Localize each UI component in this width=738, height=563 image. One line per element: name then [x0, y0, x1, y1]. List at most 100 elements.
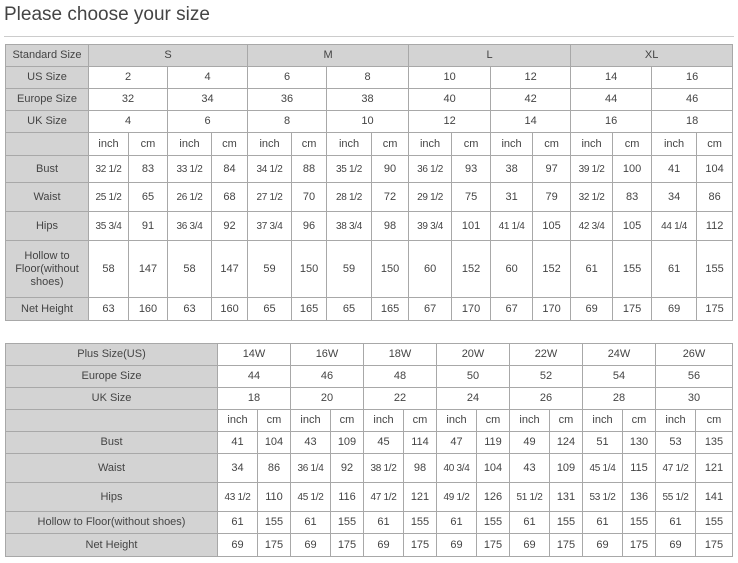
- measurement-cell: 36 1/2: [408, 155, 453, 183]
- unit-row: inch cm inch cm inch cm inch cm inch cm inch cm inch…: [5, 409, 733, 432]
- measurement-cell: 86: [257, 453, 291, 483]
- size-cell: 18: [217, 387, 291, 410]
- measurement-cell: 31: [490, 182, 534, 212]
- size-cell: 12: [490, 66, 572, 89]
- size-cell: 46: [651, 88, 734, 111]
- size-cell: 44: [217, 365, 291, 388]
- size-cell: 16: [570, 110, 653, 133]
- unit-header: cm: [128, 132, 168, 156]
- row-label: Standard Size: [5, 44, 89, 67]
- size-cell: 42: [490, 88, 572, 111]
- unit-header: cm: [451, 132, 492, 156]
- row-label: Hips: [5, 482, 218, 512]
- unit-header: cm: [696, 132, 734, 156]
- row-label: Europe Size: [5, 88, 89, 111]
- measurement-cell: 109: [330, 431, 364, 454]
- measurement-cell: 61: [436, 511, 477, 534]
- measurement-cell: 131: [549, 482, 583, 512]
- size-cell: 50: [436, 365, 510, 388]
- measurement-cell: 60: [408, 240, 453, 298]
- measurement-cell: 124: [549, 431, 583, 454]
- measurement-cell: 61: [509, 511, 550, 534]
- measurement-cell: 61: [290, 511, 331, 534]
- measurement-cell: 136: [622, 482, 656, 512]
- measurement-cell: 41 1/4: [490, 211, 534, 241]
- measurement-cell: 155: [257, 511, 291, 534]
- measurement-cell: 33 1/2: [167, 155, 212, 183]
- measurement-cell: 155: [403, 511, 437, 534]
- measurement-cell: 160: [128, 297, 168, 321]
- size-cell: 14: [490, 110, 572, 133]
- measurement-cell: 34 1/2: [247, 155, 293, 183]
- size-cell: 4: [88, 110, 168, 133]
- measurement-cell: 96: [291, 211, 328, 241]
- measurement-cell: 92: [210, 211, 249, 241]
- measurement-cell: 115: [622, 453, 656, 483]
- table-row: Net Height 69 175 69 175 69 175 69 175 69 175 69 175…: [5, 533, 733, 557]
- unit-header: inch: [570, 132, 614, 156]
- row-label: Hollow to Floor(without shoes): [5, 240, 89, 298]
- measurement-cell: 147: [210, 240, 249, 298]
- row-label: Net Height: [5, 297, 89, 321]
- measurement-cell: 40 3/4: [436, 453, 477, 483]
- measurement-cell: 65: [128, 182, 168, 212]
- row-label: UK Size: [5, 110, 89, 133]
- row-label: Europe Size: [5, 365, 218, 388]
- measurement-cell: 38 1/2: [363, 453, 404, 483]
- size-cell: 8: [247, 110, 328, 133]
- size-cell: 14W: [217, 343, 291, 366]
- measurement-cell: 152: [532, 240, 572, 298]
- title-divider: [4, 36, 734, 37]
- measurement-cell: 104: [476, 453, 510, 483]
- measurement-cell: 43 1/2: [217, 482, 258, 512]
- unit-row: inch cm inch cm inch cm inch cm inch cm inch cm inch…: [5, 132, 734, 156]
- size-cell: 22W: [509, 343, 583, 366]
- unit-header: inch: [651, 132, 698, 156]
- size-cell: 24: [436, 387, 510, 410]
- size-cell: 20: [290, 387, 364, 410]
- measurement-cell: 100: [612, 155, 653, 183]
- measurement-cell: 45: [363, 431, 404, 454]
- size-group-header: S: [87, 44, 249, 67]
- size-cell: 40: [408, 88, 492, 111]
- measurement-cell: 65: [326, 297, 373, 321]
- measurement-cell: 67: [408, 297, 453, 321]
- unit-header: inch: [509, 409, 550, 432]
- size-cell: 28: [582, 387, 656, 410]
- measurement-cell: 155: [696, 240, 734, 298]
- measurement-cell: 69: [290, 533, 331, 557]
- measurement-cell: 49 1/2: [436, 482, 477, 512]
- measurement-cell: 69: [363, 533, 404, 557]
- measurement-cell: 105: [532, 211, 572, 241]
- measurement-cell: 150: [291, 240, 328, 298]
- measurement-cell: 75: [451, 182, 492, 212]
- size-cell: 4: [166, 66, 249, 89]
- size-cell: 26: [509, 387, 583, 410]
- measurement-cell: 150: [371, 240, 410, 298]
- measurement-cell: 35 1/2: [326, 155, 373, 183]
- size-cell: 12: [408, 110, 492, 133]
- size-cell: 52: [509, 365, 583, 388]
- measurement-cell: 98: [371, 211, 410, 241]
- measurement-cell: 98: [403, 453, 437, 483]
- measurement-cell: 53: [655, 431, 696, 454]
- measurement-cell: 155: [330, 511, 364, 534]
- size-cell: 38: [326, 88, 410, 111]
- unit-header: cm: [371, 132, 410, 156]
- measurement-cell: 45 1/4: [582, 453, 623, 483]
- measurement-cell: 175: [622, 533, 656, 557]
- measurement-cell: 61: [570, 240, 614, 298]
- unit-header: cm: [612, 132, 653, 156]
- measurement-cell: 69: [651, 297, 698, 321]
- size-cell: 24W: [582, 343, 656, 366]
- unit-header: cm: [695, 409, 733, 432]
- measurement-cell: 175: [257, 533, 291, 557]
- unit-header: cm: [622, 409, 656, 432]
- row-label: Hips: [5, 211, 89, 241]
- measurement-cell: 155: [476, 511, 510, 534]
- row-label: [5, 409, 218, 432]
- unit-header: inch: [408, 132, 453, 156]
- size-cell: 46: [290, 365, 364, 388]
- measurement-cell: 147: [128, 240, 168, 298]
- measurement-cell: 101: [451, 211, 492, 241]
